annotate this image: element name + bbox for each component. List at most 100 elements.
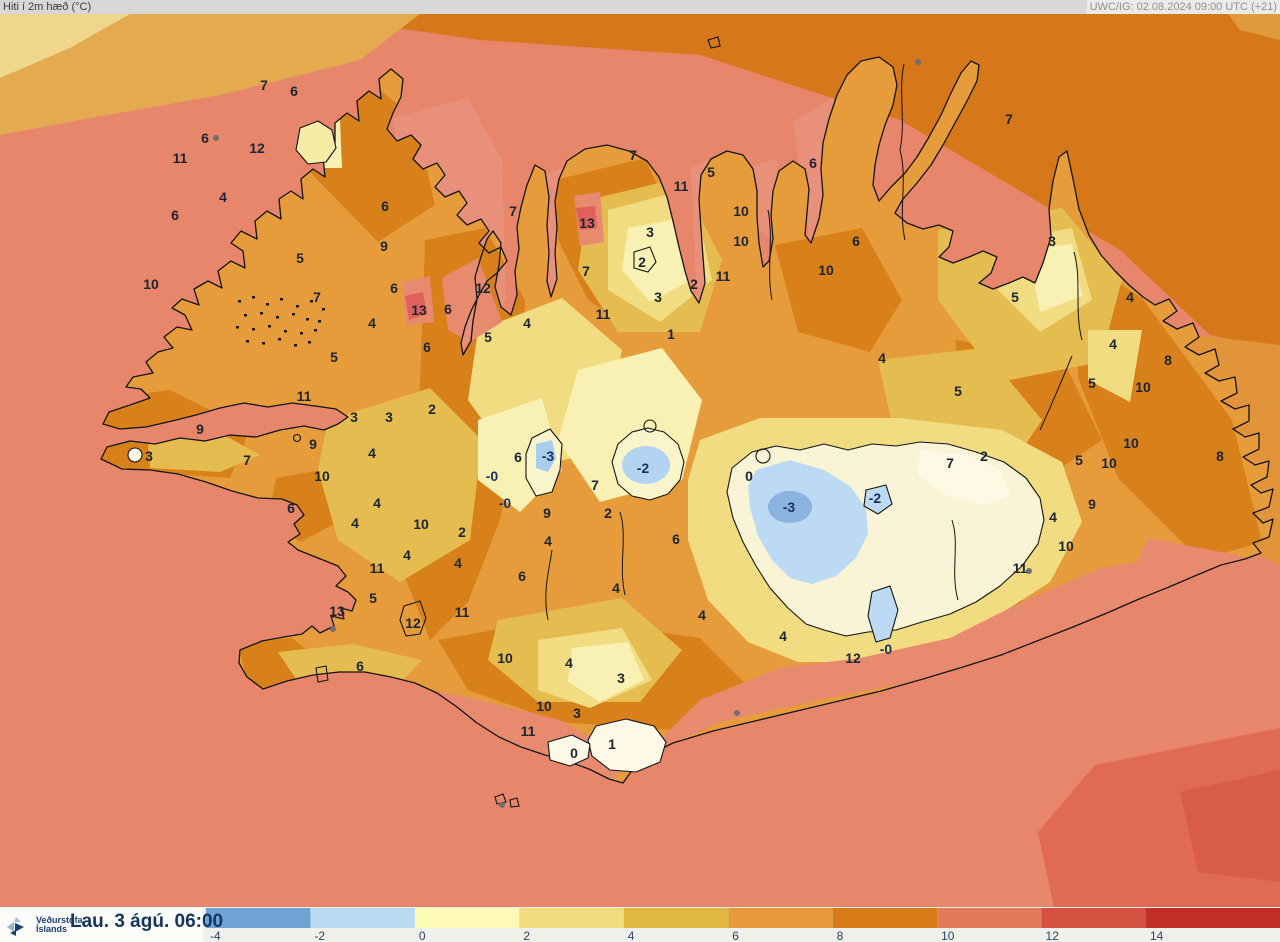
islet-dot <box>262 342 265 345</box>
vedurstofa-logo-icon <box>7 916 24 936</box>
station-temp: 4 <box>779 628 787 644</box>
station-temp: 4 <box>878 350 886 366</box>
temperature-colorbar: -4 -2 0 2 4 6 8 10 12 14 <box>206 908 1280 942</box>
town-dot <box>499 802 505 808</box>
station-temp: 6 <box>201 130 209 146</box>
islet-dot <box>284 330 287 333</box>
station-temp: 0 <box>570 745 578 761</box>
station-temp: 4 <box>1109 336 1117 352</box>
station-temp: 6 <box>672 531 680 547</box>
station-temp: 11 <box>596 306 611 322</box>
islet-dot <box>314 329 317 332</box>
station-temp: 6 <box>444 301 452 317</box>
station-temp: -2 <box>637 460 650 476</box>
colorbar-segment <box>519 908 624 928</box>
colorbar-segment <box>623 908 729 928</box>
header-bar: Hiti í 2m hæð (°C) UWC/IG: 02.08.2024 09… <box>0 0 1280 14</box>
islet-dot <box>300 332 303 335</box>
islet-dot <box>322 308 325 311</box>
station-temp: -3 <box>783 499 796 515</box>
town-dot <box>330 626 336 632</box>
station-temp: 10 <box>497 650 513 666</box>
station-temp: 13 <box>579 215 595 231</box>
station-temp: 9 <box>309 436 317 452</box>
station-temp: 2 <box>638 254 646 270</box>
station-temp: 7 <box>313 289 321 305</box>
station-temp: 6 <box>290 83 298 99</box>
station-temp: 4 <box>565 655 573 671</box>
station-temp: 6 <box>852 233 860 249</box>
station-temp: 10 <box>1123 435 1139 451</box>
station-temp: 4 <box>351 515 359 531</box>
station-temp: 4 <box>698 607 706 623</box>
station-temp: 10 <box>1101 455 1117 471</box>
water-features <box>315 36 1083 808</box>
station-temp: 4 <box>368 445 376 461</box>
islet-dot <box>244 314 247 317</box>
station-temp: 4 <box>1126 289 1134 305</box>
station-temp: 5 <box>1088 375 1096 391</box>
station-temp: 12 <box>405 615 421 631</box>
islet-dot <box>308 341 311 344</box>
station-temp: -2 <box>869 490 882 506</box>
station-temp: 7 <box>591 477 599 493</box>
station-temp: 3 <box>654 289 662 305</box>
town-dot <box>213 135 219 141</box>
footer-bar: -4 -2 0 2 4 6 8 10 12 14 Veðurstofa Íslands Lau. … <box>0 907 1280 942</box>
colorbar-tick-label: -2 <box>314 929 325 942</box>
station-temp: 9 <box>196 421 204 437</box>
station-temp: 11 <box>370 560 385 576</box>
station-temp: 5 <box>707 164 715 180</box>
station-temp: 9 <box>1088 496 1096 512</box>
brand-block[interactable]: Veðurstofa Íslands <box>0 907 203 942</box>
islet-dot <box>260 312 263 315</box>
station-temp: 10 <box>413 516 429 532</box>
station-temp: 4 <box>368 315 376 331</box>
glacier-layer <box>127 120 1045 773</box>
station-temp: 11 <box>674 178 689 194</box>
station-temp: 12 <box>249 140 265 156</box>
station-temp: 12 <box>475 280 491 296</box>
colorbar-segment <box>832 908 938 928</box>
colorbar-segment <box>1146 908 1280 928</box>
station-temp: 10 <box>1135 379 1151 395</box>
station-temp: 5 <box>330 349 338 365</box>
town-dot <box>915 59 921 65</box>
station-temp: 10 <box>733 233 749 249</box>
station-temp: 10 <box>536 698 552 714</box>
station-temp: 2 <box>980 448 988 464</box>
station-temp: 3 <box>350 409 358 425</box>
station-temp: 4 <box>219 189 227 205</box>
colorbar-tick-label: 10 <box>941 929 955 942</box>
org-line1: Veðurstofa <box>36 914 83 925</box>
station-temp: 2 <box>458 524 466 540</box>
station-temp: 4 <box>523 315 531 331</box>
colorbar-tick-label: 14 <box>1150 929 1164 942</box>
station-temp: 4 <box>373 495 381 511</box>
station-temp: 13 <box>329 603 345 619</box>
station-temp: 5 <box>954 383 962 399</box>
colorbar-tick-label: 8 <box>837 929 844 942</box>
station-temp: 6 <box>423 339 431 355</box>
station-temp: 10 <box>314 468 330 484</box>
station-temp: 6 <box>390 280 398 296</box>
station-temp: 5 <box>484 329 492 345</box>
colorbar-tick-label: 2 <box>523 929 530 942</box>
islet-dot <box>276 316 279 319</box>
town-dot <box>1026 568 1032 574</box>
islet-dot <box>310 300 313 303</box>
station-temp: 8 <box>1164 352 1172 368</box>
islet-dot <box>266 303 269 306</box>
station-temp: 10 <box>143 276 159 292</box>
station-temp: 6 <box>171 207 179 223</box>
station-temp: 3 <box>617 670 625 686</box>
station-temp: 1 <box>608 736 616 752</box>
station-temp: 11 <box>297 388 312 404</box>
station-temp: 11 <box>716 268 731 284</box>
islet-dot <box>280 298 283 301</box>
station-temp: -3 <box>542 448 555 464</box>
station-temp: 3 <box>646 224 654 240</box>
station-temp: 7 <box>629 147 637 163</box>
